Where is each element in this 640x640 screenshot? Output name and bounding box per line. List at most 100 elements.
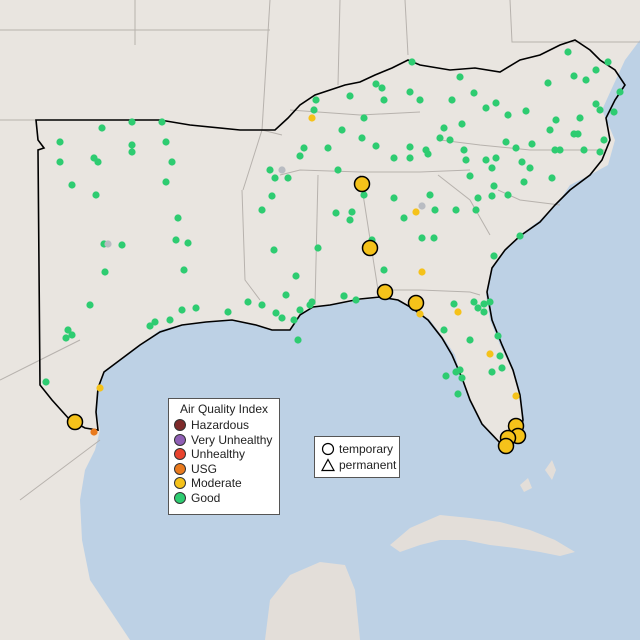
legend-label: Good [191,490,221,505]
station-marker [442,372,450,380]
station-marker [348,208,356,216]
station-marker [340,292,348,300]
station-marker [62,334,70,342]
station-marker [596,148,604,156]
legend-label: Unhealthy [191,447,246,462]
station-marker [292,272,300,280]
station-marker [450,300,458,308]
station-marker [324,144,332,152]
unhealthy-swatch [174,448,186,461]
station-marker [408,58,416,66]
station-marker [128,118,136,126]
station-marker [290,316,298,324]
station-marker [312,96,320,104]
station-marker [334,166,342,174]
station-marker [490,182,498,190]
station-marker [390,154,398,162]
station-marker [390,194,398,202]
station-marker [314,244,322,252]
moderate-swatch [174,477,186,490]
station-marker [596,106,604,114]
monitor-type-legend: temporary permanent [314,436,400,478]
station-marker [338,126,346,134]
station-marker [422,146,430,154]
legend-item-good: Good [169,491,279,506]
station-marker [224,308,232,316]
station-marker [544,79,552,87]
station-marker [570,72,578,80]
legend-item-permanent: permanent [315,457,399,473]
station-marker [308,114,316,122]
station-marker [458,374,466,382]
station-marker [310,106,318,114]
station-marker [486,350,494,358]
temporary-station-marker [407,294,425,312]
station-marker [180,266,188,274]
station-marker [192,304,200,312]
station-marker [472,206,480,214]
station-marker [482,104,490,112]
station-marker [168,158,176,166]
station-marker [378,84,386,92]
station-marker [446,136,454,144]
station-marker [268,192,276,200]
station-marker [556,146,564,154]
cuba [390,515,575,556]
temporary-station-marker [353,175,371,193]
station-marker [480,308,488,316]
station-marker [244,298,252,306]
station-marker [158,118,166,126]
station-marker [56,138,64,146]
station-marker [128,141,136,149]
station-marker [266,166,274,174]
station-marker [488,192,496,200]
station-marker [400,214,408,222]
legend-label: USG [191,461,218,476]
temporary-station-marker [497,437,515,455]
station-marker [308,298,316,306]
station-marker [458,120,466,128]
hazardous-swatch [174,419,186,432]
station-marker [104,240,112,248]
aqi-legend-title: Air Quality Index [179,402,269,416]
station-marker [528,140,536,148]
legend-label: Moderate [191,476,242,491]
station-marker [174,214,182,222]
station-marker [610,108,618,116]
station-marker [440,326,448,334]
station-marker [576,114,584,122]
very-unhealthy-swatch [174,433,186,446]
legend-label: Hazardous [191,418,250,433]
station-marker [418,234,426,242]
station-marker [296,306,304,314]
station-marker [416,310,424,318]
station-marker [282,291,290,299]
station-marker [101,268,109,276]
station-marker [68,181,76,189]
station-marker [551,146,559,154]
station-marker [492,154,500,162]
usg-swatch [174,462,186,475]
station-marker [460,146,468,154]
station-marker [512,392,520,400]
station-marker [352,296,360,304]
station-marker [492,99,500,107]
station-marker [360,114,368,122]
station-marker [516,232,524,240]
station-marker [592,66,600,74]
station-marker [436,134,444,142]
legend-item-temporary: temporary [315,441,399,457]
station-marker [146,322,154,330]
station-marker [582,76,590,84]
station-marker [96,384,104,392]
station-marker [270,246,278,254]
station-marker [430,234,438,242]
station-marker [470,298,478,306]
station-marker [504,191,512,199]
station-marker [300,144,308,152]
station-marker [346,216,354,224]
station-marker [406,154,414,162]
station-marker [570,130,578,138]
station-marker [552,116,560,124]
station-marker [522,107,530,115]
